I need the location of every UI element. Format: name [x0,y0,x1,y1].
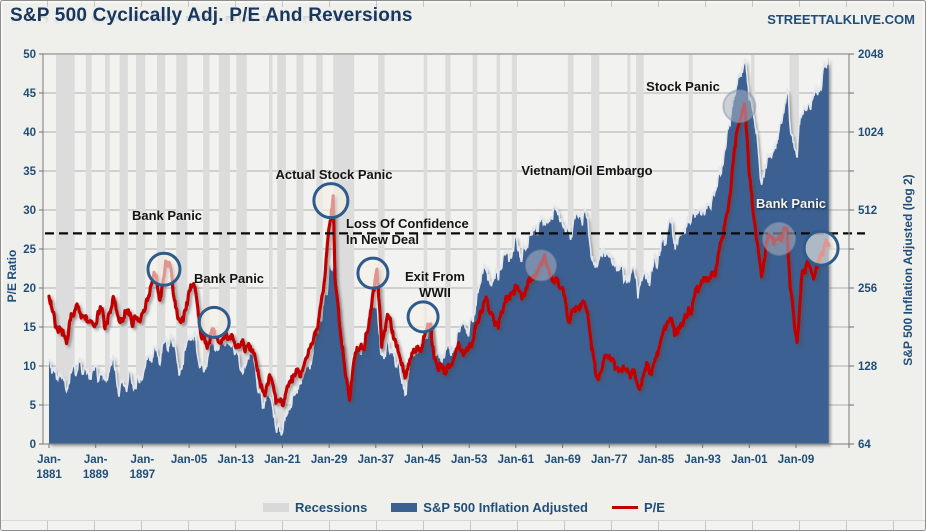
highlight-circle [722,89,757,124]
page-title: S&P 500 Cyclically Adj. P/E And Reversio… [10,5,413,26]
highlight-circle [312,182,350,220]
left-axis-tick-label: 45 [23,88,36,100]
recession-band [119,55,128,444]
left-axis-tick-label: 25 [23,244,36,256]
recession-band [277,55,286,444]
x-axis-tick-label: Jan-45 [404,454,441,466]
left-axis-tick-label: 0 [30,439,36,451]
legend-label: Recessions [295,500,368,515]
sp500-area-series [49,58,829,444]
x-axis-tick-label: Jan-09 [778,454,814,466]
x-axis-tick-label: Jan-69 [544,454,580,466]
legend-label: S&P 500 Inflation Adjusted [423,500,588,515]
recession-band [135,55,146,444]
left-axis-tick-label: 10 [23,361,36,373]
recession-band [296,55,304,444]
left-axis-tick-label: 50 [23,49,36,61]
recession-band [316,55,323,444]
left-axis-tick-label: 15 [23,322,36,334]
left-axis-tick-label: 40 [23,127,36,139]
left-axis-tick-label: 35 [23,166,36,178]
x-axis-tick-label: Jan-61 [498,454,535,466]
right-axis-tick-label: 1024 [858,127,884,139]
x-axis-tick-label: Jan-85 [638,454,675,466]
x-axis-tick-label: Jan-77 [591,454,627,466]
recession-band [156,55,166,444]
legend-swatch [612,506,638,509]
right-axis-tick-label: 512 [858,205,877,217]
highlight-circle [802,229,840,267]
x-axis-tick-label: Jan-1889 [83,454,109,481]
highlight-circle [146,251,182,287]
excel-cells-strip-bottom [1,520,925,530]
x-axis-tick-label: Jan-05 [171,454,208,466]
recession-band [105,55,110,444]
recession-band [472,55,478,444]
left-axis-tick-label: 20 [23,283,36,295]
recession-band [591,55,600,444]
legend-swatch [263,503,290,512]
recession-band [445,55,451,444]
legend-item-recessions: Recessions [263,500,367,515]
right-axis-tick-label: 64 [858,439,871,451]
page-title-reflection: S&P 500 Cyclically Adj. P/E And Reversio… [10,16,405,27]
x-axis-tick-label: Jan-13 [218,454,254,466]
recession-band [85,55,92,444]
recession-band [496,55,501,444]
recession-band [269,55,273,444]
left-axis-tick-label: 5 [30,400,37,412]
recession-band [203,55,210,444]
x-axis-tick-label: Jan-29 [311,454,347,466]
excel-cells-strip-top [1,1,925,7]
right-axis-title: S&P 500 Inflation Adjusted (log 2) [901,174,915,366]
recession-band [378,55,385,444]
right-axis-tick-label: 256 [858,283,877,295]
x-axis-tick-label: Jan-53 [451,454,487,466]
recession-band [176,55,188,444]
recession-band [423,55,428,444]
recession-band [627,55,631,444]
brand-watermark: STREETTALKLIVE.COM [767,12,915,27]
legend-swatch [391,503,418,512]
x-axis-tick-label: Jan-93 [684,454,720,466]
highlight-circle [406,300,440,334]
recession-band [636,55,644,444]
recession-band [218,55,230,444]
right-axis-tick-label: 2048 [858,49,884,61]
highlight-circle [356,256,390,290]
highlight-circle [762,221,797,256]
x-axis-tick-label: Jan-1897 [130,454,156,481]
legend-label: P/E [644,500,665,515]
legend-item-s-p-500-inflation-adjusted: S&P 500 Inflation Adjusted [391,500,588,515]
x-axis-tick-label: Jan-21 [264,454,301,466]
legend-item-p-e: P/E [612,500,665,515]
highlight-circle [524,249,557,282]
x-axis-tick-label: Jan-37 [358,454,394,466]
sp500-area-edge [48,57,830,436]
highlight-circle [197,305,231,339]
left-axis-title: P/E Ratio [5,249,19,303]
x-axis-tick-label: Jan-01 [731,454,768,466]
recession-band [56,55,75,444]
x-axis-tick-label: Jan-1881 [36,454,62,481]
chart-legend: Recessions S&P 500 Inflation Adjusted P/E [1,500,925,515]
left-axis-tick-label: 30 [23,205,36,217]
pe-line-series [47,102,831,408]
recession-band [236,55,247,444]
right-axis-tick-label: 128 [858,361,878,373]
